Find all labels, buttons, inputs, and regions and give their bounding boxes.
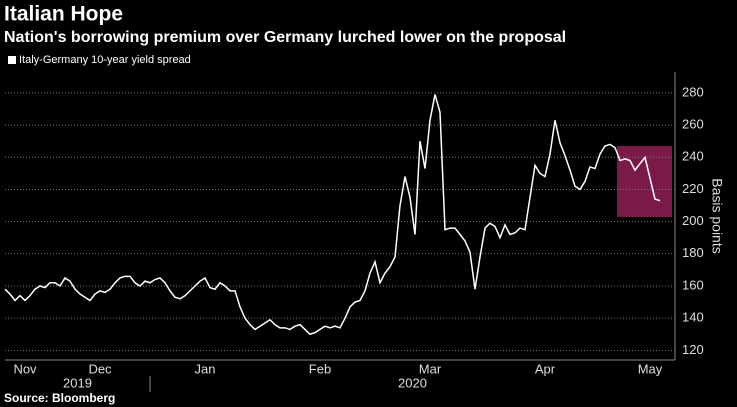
y-tick-label: 240 bbox=[682, 149, 704, 164]
y-tick-label: 120 bbox=[682, 342, 704, 357]
y-tick-label: 220 bbox=[682, 181, 704, 196]
y-tick-label: 260 bbox=[682, 117, 704, 132]
x-tick-label: Mar bbox=[419, 361, 442, 376]
year-label: 2019 bbox=[63, 375, 92, 390]
legend-label: Italy-Germany 10-year yield spread bbox=[19, 54, 191, 66]
x-tick-label: May bbox=[638, 361, 663, 376]
x-tick-label: Dec bbox=[88, 361, 112, 376]
series-line bbox=[4, 94, 661, 336]
y-tick-label: 140 bbox=[682, 310, 704, 325]
highlight-box bbox=[617, 146, 672, 217]
y-tick-label: 280 bbox=[682, 84, 704, 99]
source: Source: Bloomberg bbox=[4, 391, 115, 405]
y-tick-label: 160 bbox=[682, 277, 704, 292]
legend-swatch bbox=[8, 56, 16, 64]
chart-subtitle: Nation's borrowing premium over Germany … bbox=[4, 29, 566, 46]
x-tick-label: Nov bbox=[13, 361, 37, 376]
x-tick-label: Jan bbox=[195, 361, 216, 376]
x-tick-label: Apr bbox=[535, 361, 556, 376]
x-tick-label: Feb bbox=[309, 361, 331, 376]
y-tick-label: 200 bbox=[682, 213, 704, 228]
y-axis-label: Basis points bbox=[709, 178, 725, 253]
chart-title: Italian Hope bbox=[4, 3, 123, 26]
year-label: 2020 bbox=[398, 375, 427, 390]
y-tick-label: 180 bbox=[682, 245, 704, 260]
